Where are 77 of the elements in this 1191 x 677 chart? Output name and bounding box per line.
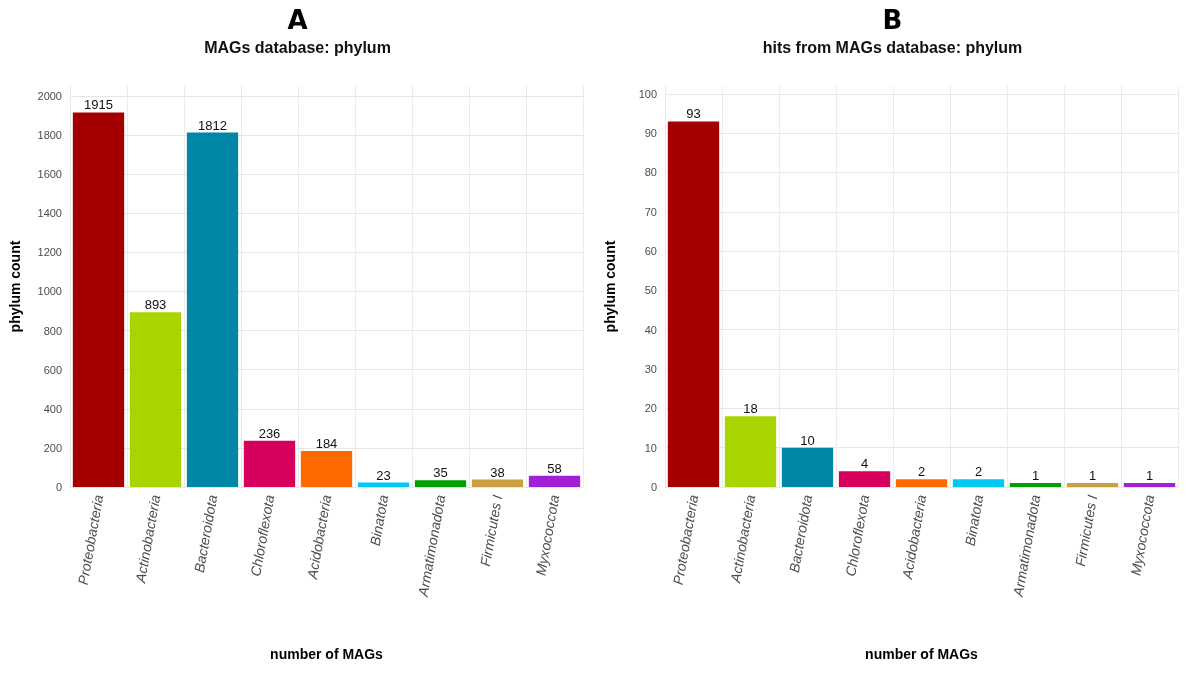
y-tick-label: 30 (644, 363, 657, 376)
y-tick-label: 70 (644, 205, 657, 218)
data-label: 10 (800, 432, 815, 448)
y-tick-label: 1000 (37, 285, 62, 298)
y-tick-label: 2000 (37, 89, 62, 102)
data-label: 35 (433, 465, 448, 481)
x-axis-title: number of MAGs (270, 646, 384, 662)
x-tick-label: Firmicutes I (477, 493, 506, 568)
data-label: 93 (686, 106, 701, 122)
data-label: 18 (743, 401, 758, 417)
bar (895, 479, 948, 487)
data-label: 2 (974, 464, 983, 480)
y-tick-label: 100 (638, 87, 657, 100)
bar (1123, 483, 1176, 487)
data-label: 1915 (84, 97, 113, 113)
bar (724, 416, 777, 487)
y-tick-label: 80 (644, 166, 657, 179)
y-tick-label: 60 (644, 245, 657, 258)
y-tick-label: 20 (644, 402, 657, 415)
y-tick-label: 400 (43, 402, 62, 415)
bar (129, 312, 182, 487)
data-label: 4 (860, 456, 869, 472)
y-tick-label: 800 (43, 324, 62, 337)
x-tick-label: Myxococcota (1127, 493, 1158, 577)
x-tick-label: Firmicutes I (1072, 493, 1101, 568)
data-label: 23 (376, 467, 391, 483)
data-label: 58 (547, 460, 562, 476)
data-label: 38 (490, 464, 505, 480)
data-label: 893 (144, 297, 167, 313)
bar (1066, 483, 1119, 487)
x-tick-label: Bacteroidota (190, 493, 221, 574)
bar (414, 480, 467, 487)
x-tick-label: Acidobacteria (898, 493, 930, 581)
y-tick-label: 1800 (37, 128, 62, 141)
bar (781, 447, 834, 487)
data-label: 184 (315, 436, 338, 452)
data-label: 1 (1088, 468, 1097, 484)
data-label: 236 (258, 425, 281, 441)
y-tick-label: 600 (43, 363, 62, 376)
y-tick-label: 200 (43, 441, 62, 454)
y-axis-title: phylum count (602, 240, 618, 333)
y-tick-label: 0 (55, 481, 62, 493)
bar (667, 121, 720, 487)
bar (838, 471, 891, 487)
data-label: 2 (917, 464, 926, 480)
y-tick-label: 1400 (37, 207, 62, 220)
y-tick-label: 50 (644, 284, 657, 297)
bar (471, 479, 524, 487)
bar (1009, 483, 1062, 487)
data-label: 1 (1145, 468, 1154, 484)
chart-title: B (882, 5, 903, 35)
x-tick-label: Bacteroidota (785, 493, 816, 574)
y-tick-label: 1600 (37, 168, 62, 181)
bar (952, 479, 1005, 487)
y-tick-label: 0 (650, 481, 657, 493)
bar (186, 132, 239, 487)
chart-subtitle: hits from MAGs database: phylum (762, 38, 1023, 56)
y-tick-label: 10 (644, 441, 657, 454)
x-axis-title: number of MAGs (865, 646, 979, 662)
x-tick-label: Myxococcota (532, 493, 563, 577)
bar (72, 112, 125, 487)
x-tick-label: Binatota (961, 493, 987, 547)
chart-subtitle: MAGs database: phylum (204, 38, 391, 56)
x-tick-label: Acidobacteria (303, 493, 335, 581)
y-axis-title: phylum count (7, 240, 23, 333)
x-tick-label: Binatota (366, 493, 392, 547)
x-tick-label: Chloroflexota (842, 493, 873, 578)
bar (300, 451, 353, 487)
data-label: 1 (1031, 468, 1040, 484)
bar (243, 440, 296, 487)
x-tick-label: Chloroflexota (247, 493, 278, 578)
y-tick-label: 1200 (37, 246, 62, 259)
bar (528, 475, 581, 487)
data-label: 1812 (198, 117, 227, 133)
chart-title: A (287, 5, 308, 35)
y-tick-label: 40 (644, 323, 657, 336)
y-tick-label: 90 (644, 127, 657, 140)
